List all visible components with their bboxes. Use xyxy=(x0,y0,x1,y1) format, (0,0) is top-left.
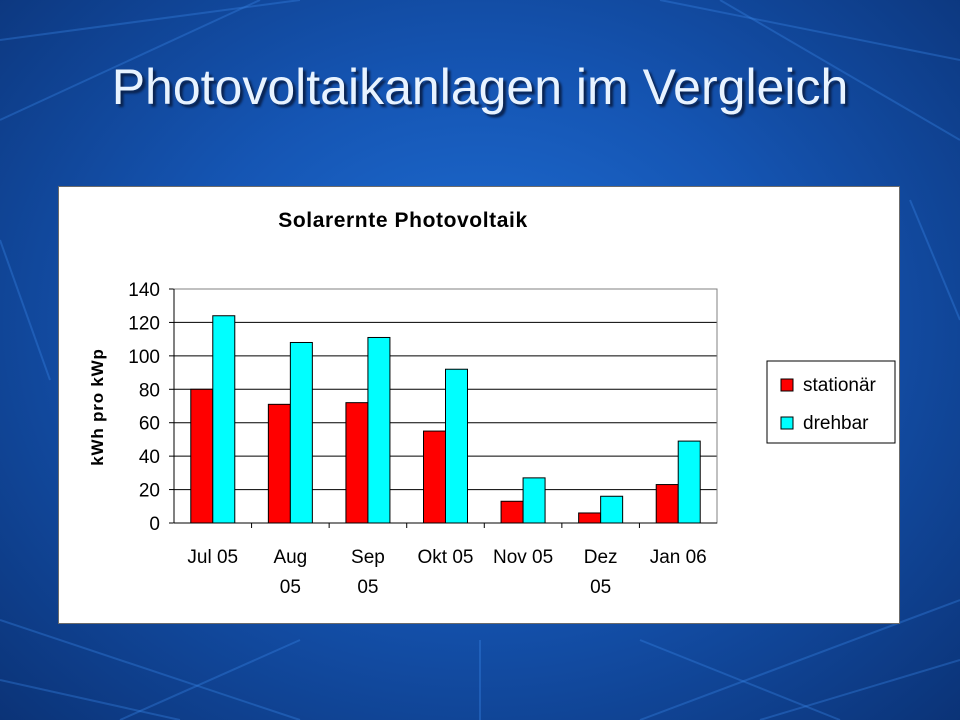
bar-drehbar xyxy=(677,440,701,524)
y-tick-label: 0 xyxy=(149,514,160,535)
x-tick-label: 05 xyxy=(280,577,301,598)
bar-stationaer xyxy=(655,484,679,524)
legend-label: stationär xyxy=(803,375,877,396)
bar-drehbar xyxy=(289,341,313,524)
x-tick-label: Okt 05 xyxy=(418,547,474,568)
bar-stationaer xyxy=(267,403,291,524)
bar-stationaer xyxy=(500,500,524,524)
x-tick-label: Nov 05 xyxy=(493,547,553,568)
bar-drehbar xyxy=(367,336,391,524)
y-tick-label: 120 xyxy=(128,313,160,334)
x-tick-label: 05 xyxy=(590,577,611,598)
x-tick-labels: Jul 05 Aug 05 Sep 05 Okt 05 Nov 05 Dez 05 Jan 06 xyxy=(187,547,706,598)
bar-chart: Solarernte Photovoltaik kWh pro kWp 0 20 4… xyxy=(88,209,896,598)
x-tick-label: Dez xyxy=(584,547,618,568)
y-tick-label: 140 xyxy=(128,280,160,301)
y-tick-label: 20 xyxy=(139,481,160,502)
bar-stationaer xyxy=(578,512,602,524)
bar-stationaer xyxy=(423,430,446,524)
bars xyxy=(190,315,701,524)
y-tick-label: 40 xyxy=(139,447,160,468)
y-tick-label: 100 xyxy=(128,347,160,368)
chart-frame: Solarernte Photovoltaik kWh pro kWp 0 20 4… xyxy=(58,186,900,624)
y-tick-label: 80 xyxy=(139,380,160,401)
x-tick-label: 05 xyxy=(357,577,378,598)
slide-title: Photovoltaikanlagen im Vergleich xyxy=(111,59,849,115)
chart-title: Solarernte Photovoltaik xyxy=(278,209,528,232)
bar-drehbar xyxy=(445,368,468,524)
bar-drehbar xyxy=(522,477,546,524)
legend-swatch xyxy=(780,416,794,430)
y-tick-labels: 0 20 40 60 80 100 120 140 xyxy=(128,280,160,535)
legend-swatch xyxy=(780,378,794,392)
legend-label: drehbar xyxy=(803,413,869,434)
x-tick-label: Sep xyxy=(351,547,385,568)
bar-stationaer xyxy=(190,388,214,524)
y-tick-label: 60 xyxy=(139,414,160,435)
legend: stationär drehbar xyxy=(766,360,896,444)
x-tick-label: Aug xyxy=(273,547,307,568)
bar-stationaer xyxy=(345,402,369,524)
x-tick-label: Jan 06 xyxy=(650,547,707,568)
bar-drehbar xyxy=(600,495,624,524)
x-tick-label: Jul 05 xyxy=(187,547,238,568)
y-axis-label: kWh pro kWp xyxy=(88,348,107,465)
bar-drehbar xyxy=(212,315,236,524)
